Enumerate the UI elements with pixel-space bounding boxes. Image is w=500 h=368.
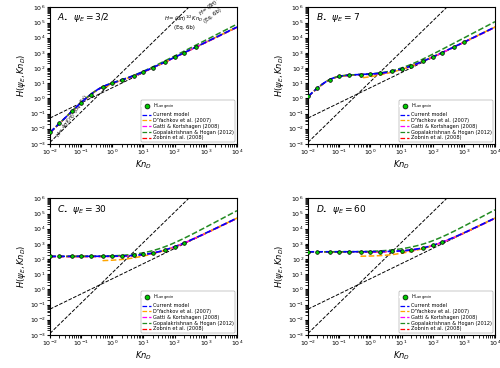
Point [46, 254, 54, 259]
Point [77, 254, 85, 259]
Point [304, 93, 312, 99]
Legend: H$_{\mathrm{Langevin}}$, Current model, D'Yachkov et al. (2007), Gatti & Kortsha: H$_{\mathrm{Langevin}}$, Current model, … [140, 100, 235, 142]
Point [149, 65, 157, 71]
Point [86, 254, 94, 259]
Point [86, 92, 94, 98]
Legend: H$_{\mathrm{Langevin}}$, Current model, D'Yachkov et al. (2007), Gatti & Kortsha: H$_{\mathrm{Langevin}}$, Current model, … [140, 291, 235, 333]
Point [388, 68, 396, 74]
Point [398, 248, 406, 254]
Point [428, 243, 436, 248]
Text: $H = (8\pi)^{1/2}\,Kn_D$
(Eq. 6b): $H = (8\pi)^{1/2}\,Kn_D$ (Eq. 6b) [164, 14, 203, 29]
Point [68, 109, 76, 114]
Point [420, 58, 428, 64]
X-axis label: $Kn_D$: $Kn_D$ [135, 159, 152, 171]
Point [428, 54, 436, 60]
Y-axis label: $H(\psi_E, Kn_D)$: $H(\psi_E, Kn_D)$ [274, 54, 286, 97]
Point [130, 252, 138, 258]
Point [46, 130, 54, 135]
Point [335, 249, 343, 255]
Point [450, 44, 458, 50]
Point [56, 254, 64, 259]
Point [304, 249, 312, 255]
Point [77, 100, 85, 106]
Point [149, 250, 157, 256]
Point [118, 253, 126, 259]
Point [56, 120, 64, 126]
Point [376, 70, 384, 76]
Point [170, 54, 178, 60]
Point [140, 69, 147, 75]
Point [326, 249, 334, 255]
Point [140, 252, 147, 258]
Point [99, 84, 107, 90]
Point [420, 245, 428, 251]
Point [398, 66, 406, 72]
Legend: H$_{\mathrm{Langevin}}$, Current model, D'Yachkov et al. (2007), Gatti & Kortsha: H$_{\mathrm{Langevin}}$, Current model, … [398, 291, 493, 333]
Point [357, 249, 365, 255]
Text: $D$.  $\psi_E = 60$: $D$. $\psi_E = 60$ [316, 202, 366, 216]
Point [357, 72, 365, 78]
Point [344, 72, 352, 78]
Point [162, 59, 170, 65]
Point [108, 253, 116, 259]
Point [314, 85, 322, 91]
Y-axis label: $H(\psi_E, Kn_D)$: $H(\psi_E, Kn_D)$ [16, 245, 28, 289]
Point [366, 249, 374, 255]
Point [388, 248, 396, 254]
Point [438, 239, 446, 245]
Point [460, 39, 468, 45]
Point [170, 244, 178, 250]
Point [366, 71, 374, 77]
Point [407, 247, 415, 253]
Legend: H$_{\mathrm{Langevin}}$, Current model, D'Yachkov et al. (2007), Gatti & Kortsha: H$_{\mathrm{Langevin}}$, Current model, … [398, 100, 493, 142]
Point [335, 73, 343, 79]
Y-axis label: $H(\psi_E, Kn_D)$: $H(\psi_E, Kn_D)$ [16, 54, 28, 97]
Point [162, 247, 170, 253]
Text: $C$.  $\psi_E = 30$: $C$. $\psi_E = 30$ [58, 202, 108, 216]
Text: $H = 4\pi\,Kn_D^2$ (Eq. 6a): $H = 4\pi\,Kn_D^2$ (Eq. 6a) [54, 92, 92, 140]
Point [376, 249, 384, 255]
Point [438, 50, 446, 56]
Point [314, 249, 322, 255]
X-axis label: $Kn_D$: $Kn_D$ [393, 350, 410, 362]
Point [180, 50, 188, 56]
X-axis label: $Kn_D$: $Kn_D$ [393, 159, 410, 171]
Text: $H = (8\pi)^{1/2}\,Kn_D$
(Eq. 6b): $H = (8\pi)^{1/2}\,Kn_D$ (Eq. 6b) [196, 0, 237, 24]
Point [68, 254, 76, 259]
Text: $A$.  $\psi_E = 3/2$: $A$. $\psi_E = 3/2$ [58, 11, 110, 24]
Point [108, 80, 116, 86]
X-axis label: $Kn_D$: $Kn_D$ [135, 350, 152, 362]
Point [326, 77, 334, 82]
Point [130, 72, 138, 78]
Point [99, 253, 107, 259]
Point [192, 44, 200, 50]
Y-axis label: $H(\psi_E, Kn_D)$: $H(\psi_E, Kn_D)$ [274, 245, 286, 289]
Point [407, 63, 415, 69]
Point [180, 240, 188, 246]
Text: $B$.  $\psi_E = 7$: $B$. $\psi_E = 7$ [316, 11, 360, 24]
Point [344, 249, 352, 255]
Point [118, 77, 126, 83]
